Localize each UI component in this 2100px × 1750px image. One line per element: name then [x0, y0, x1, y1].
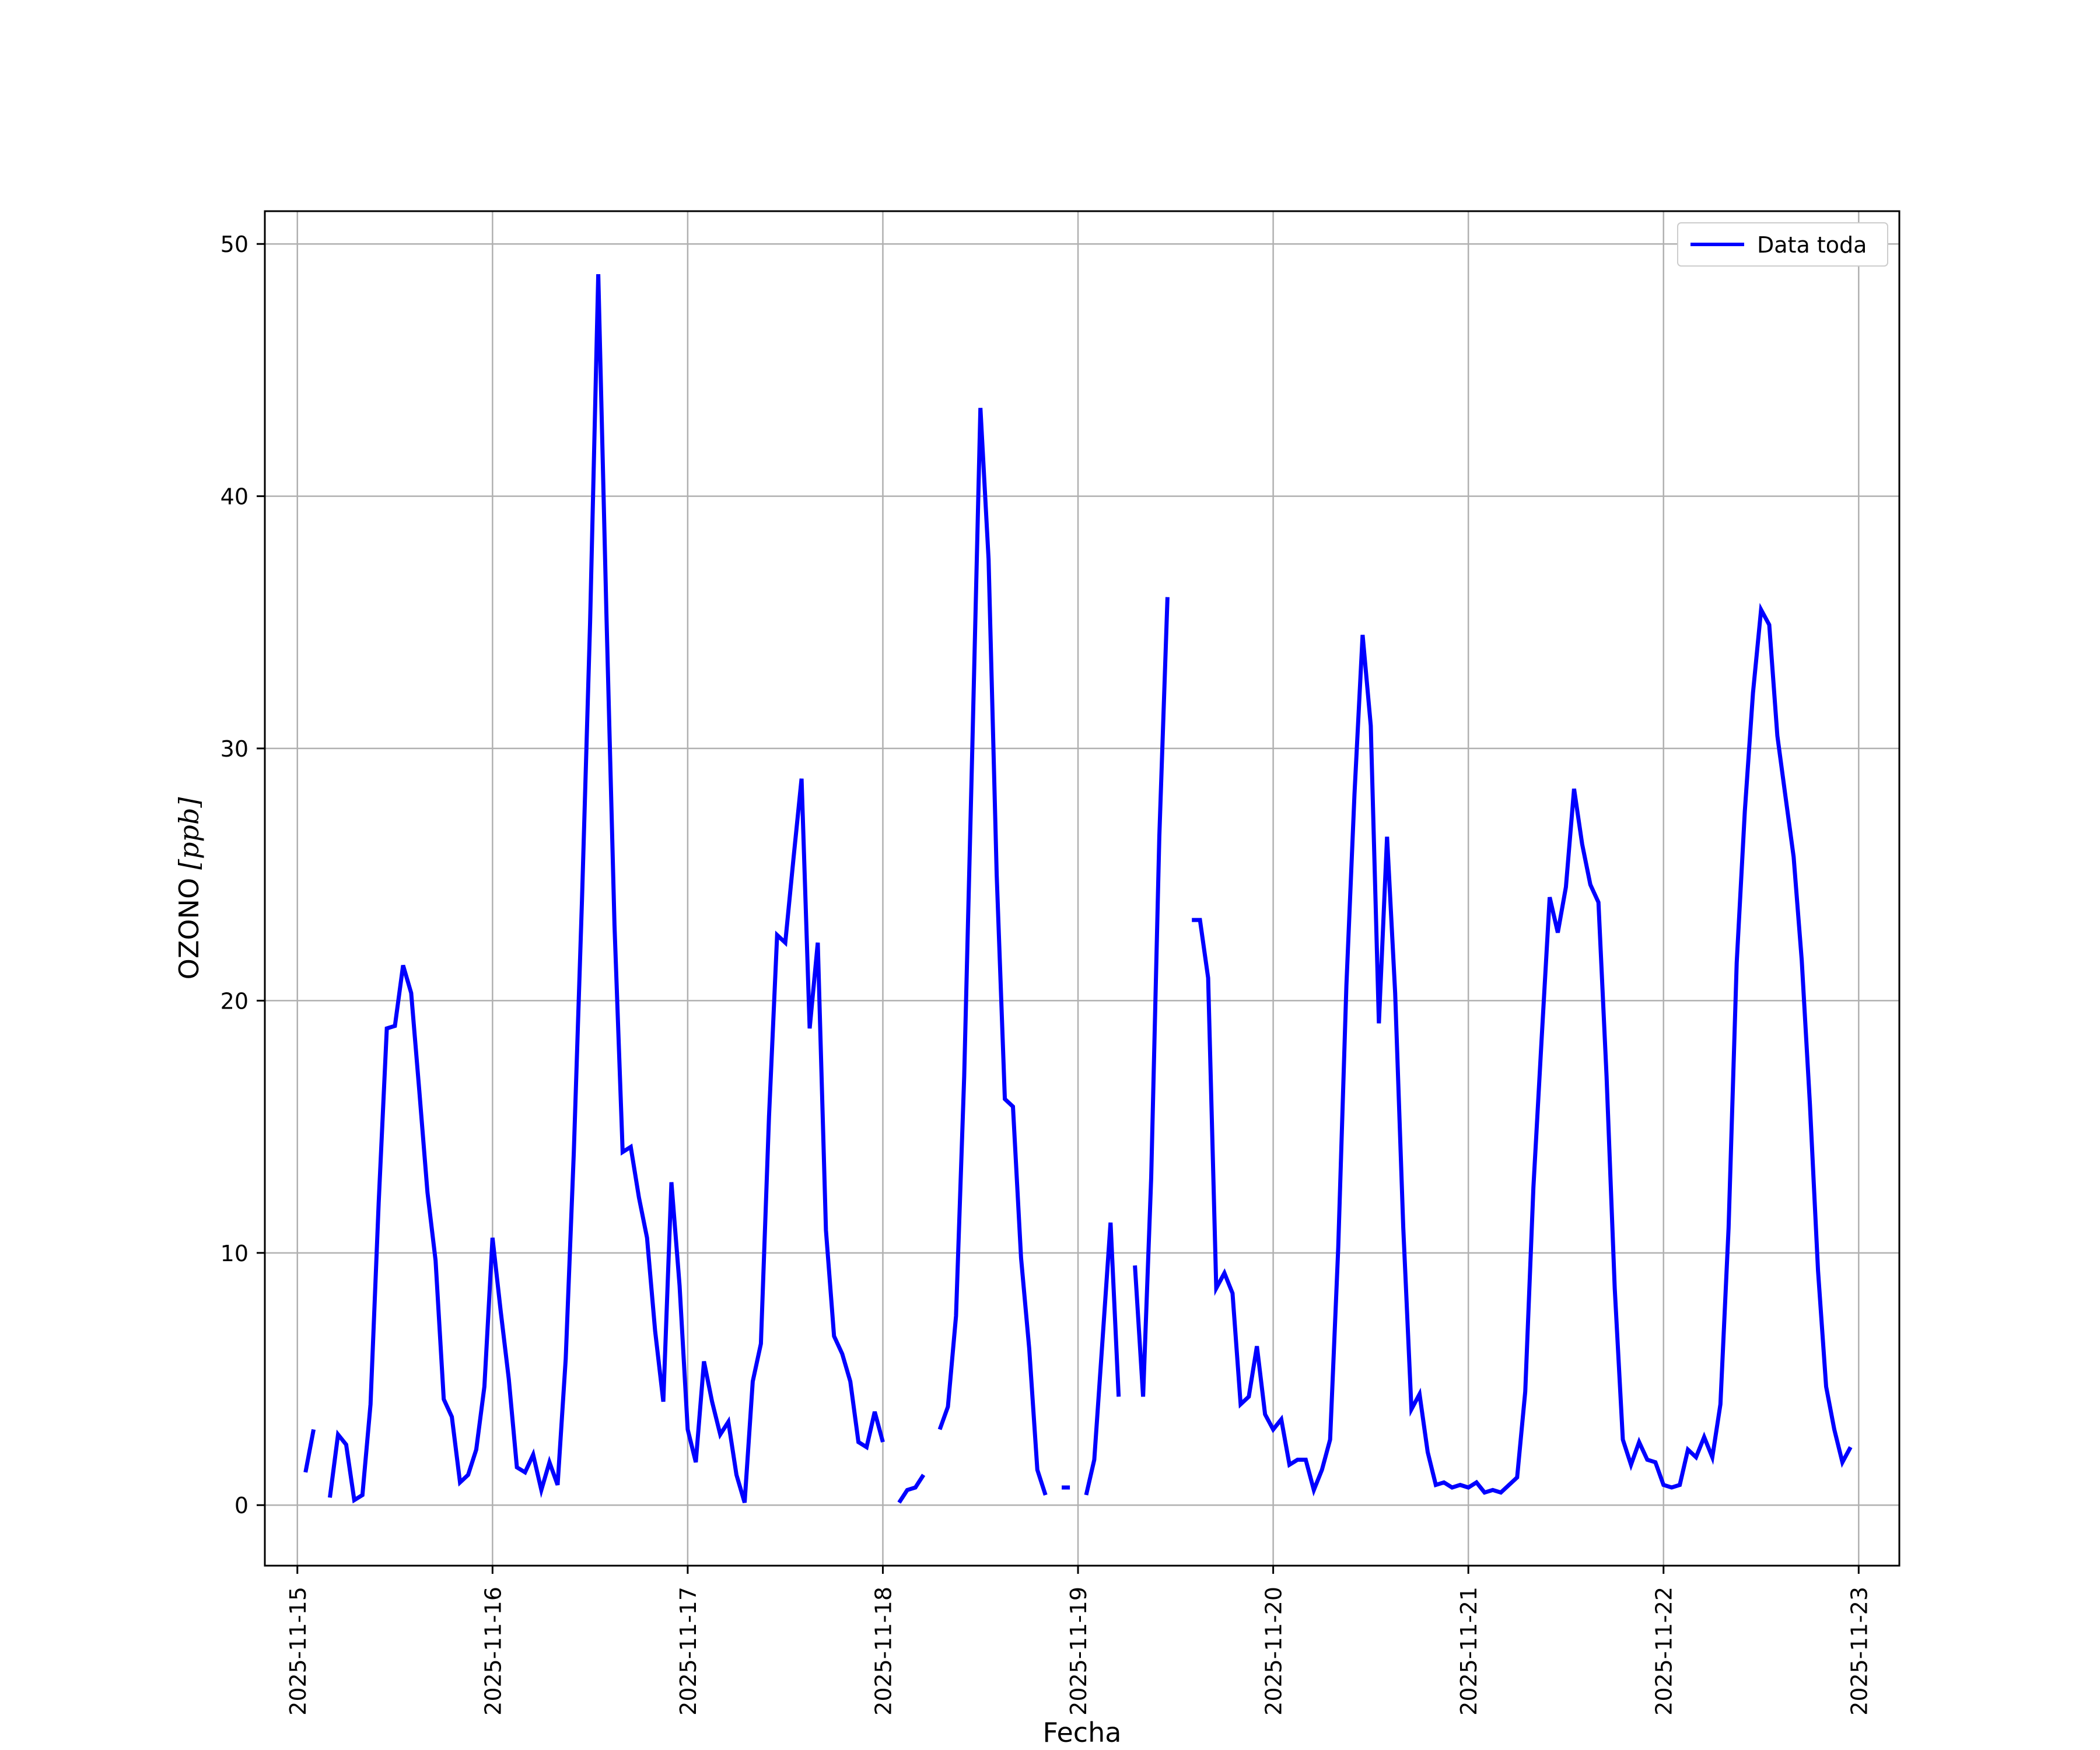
y-tick-label: 10 — [220, 1241, 249, 1266]
series-line-segment — [303, 1429, 316, 1473]
legend-box — [1677, 222, 1888, 267]
legend: Data toda — [1677, 222, 1888, 267]
series-layer — [303, 274, 1853, 1504]
x-tick-label: 2025-11-20 — [1261, 1587, 1287, 1716]
y-axis-label: OZONO [ppb] — [173, 797, 205, 980]
legend-label: Data toda — [1757, 232, 1867, 258]
y-tick-label: 40 — [220, 484, 249, 510]
series-line-segment — [328, 274, 885, 1504]
x-tick-label: 2025-11-22 — [1651, 1587, 1677, 1716]
series-line-segment — [1133, 597, 1170, 1397]
x-tick-label: 2025-11-18 — [870, 1587, 896, 1716]
x-axis-label: Fecha — [1043, 1717, 1122, 1748]
x-tick-label: 2025-11-19 — [1066, 1587, 1091, 1716]
x-tick-label: 2025-11-23 — [1846, 1587, 1872, 1716]
x-tick-label: 2025-11-15 — [285, 1587, 311, 1716]
x-tick-label: 2025-11-16 — [480, 1587, 506, 1716]
x-tick-label: 2025-11-17 — [676, 1587, 701, 1716]
plot-frame — [264, 210, 1901, 1567]
y-axis-label-unit: [ppb] — [173, 797, 205, 870]
y-tick-label: 0 — [235, 1493, 249, 1518]
y-tick-label: 30 — [220, 736, 249, 762]
series-line-segment — [937, 408, 1048, 1496]
series-line-segment — [1084, 1222, 1121, 1496]
y-tick-label: 20 — [220, 988, 249, 1014]
series-line-segment — [1192, 603, 1853, 1497]
y-tick-label: 50 — [220, 232, 249, 257]
y-axis-label-name: OZONO — [173, 878, 205, 980]
x-tick-label: 2025-11-21 — [1456, 1587, 1482, 1716]
axis-ticks: 0 10 20 30 40 50 2025-11-15 2025-11-16 2025-11-1… — [220, 232, 1873, 1716]
series-line-segment — [897, 1474, 926, 1504]
grid-lines — [265, 211, 1899, 1566]
